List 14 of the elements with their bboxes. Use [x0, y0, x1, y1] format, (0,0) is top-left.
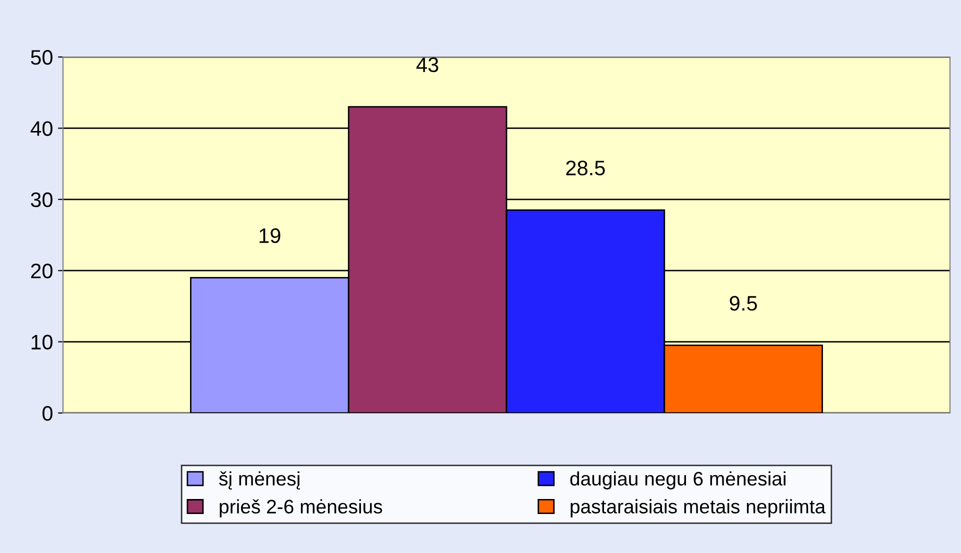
- data-label: 9.5: [730, 296, 757, 311]
- legend-label: pastaraisiais metais nepriimta: [570, 499, 826, 518]
- y-tick-label: 40: [30, 121, 52, 136]
- y-tick-label: 10: [32, 334, 52, 350]
- y-tick-label: 50: [30, 50, 52, 65]
- legend-label: prieš 2-6 mėnesius: [220, 499, 382, 518]
- y-tick-label: 20: [31, 264, 52, 278]
- y-tick-label: 30: [30, 192, 52, 208]
- data-label: 28.5: [566, 160, 605, 176]
- data-label: 19: [260, 228, 280, 244]
- legend-label: šį mėnesį: [219, 471, 300, 490]
- data-label: 43: [416, 57, 438, 72]
- legend-label: daugiau negu 6 mėnesiai: [570, 471, 786, 490]
- y-tick-label: 0: [42, 406, 52, 421]
